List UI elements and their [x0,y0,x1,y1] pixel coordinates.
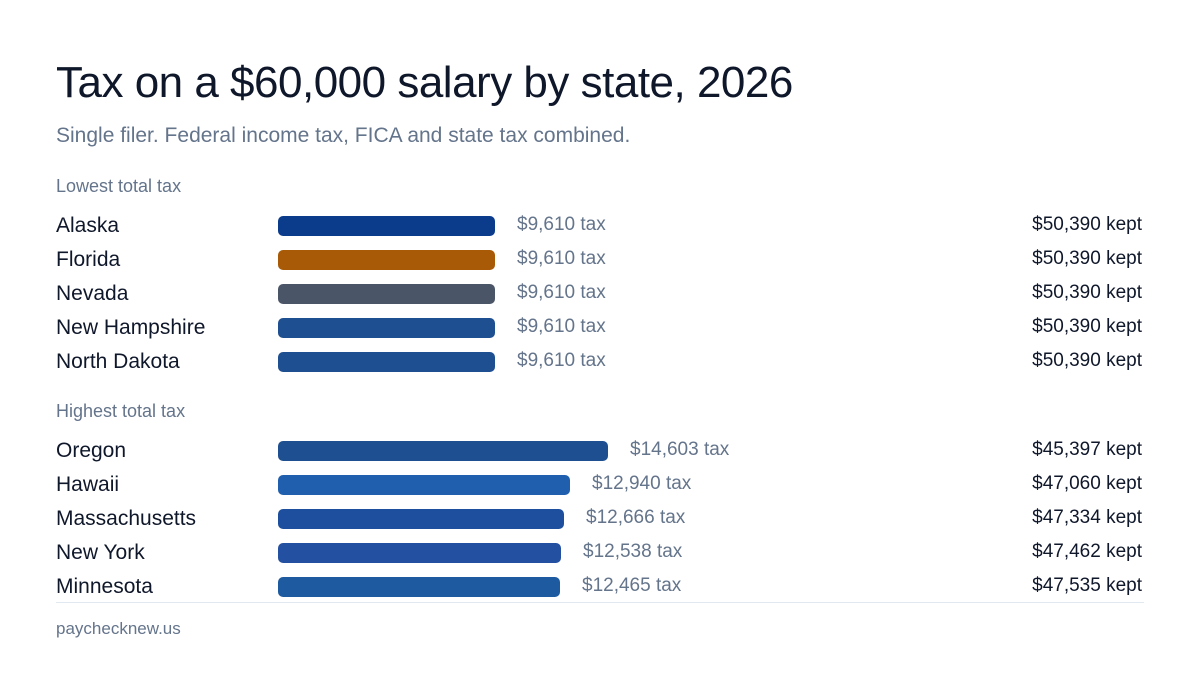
section-label: Highest total tax [56,401,186,421]
tax-value-label: $9,610 tax [517,316,606,337]
chart-subtitle: Single filer. Federal income tax, FICA a… [56,124,631,147]
chart-row: Florida $9,610 tax $50,390 kept [0,244,1200,278]
section-label: Lowest total tax [56,176,182,196]
kept-value-label: $50,390 kept [1032,282,1142,303]
kept-value-label: $47,334 kept [1032,507,1142,528]
chart-row: Oregon $14,603 tax $45,397 kept [0,435,1200,469]
tax-bar [278,284,495,304]
tax-value-label: $9,610 tax [517,214,606,235]
kept-value-label: $50,390 kept [1032,316,1142,337]
kept-value-label: $47,462 kept [1032,541,1142,562]
tax-value-label: $12,940 tax [592,473,692,494]
kept-value-label: $50,390 kept [1032,248,1142,269]
chart-row: Hawaii $12,940 tax $47,060 kept [0,469,1200,503]
state-label: Minnesota [56,575,153,598]
state-label: New Hampshire [56,316,206,339]
tax-bar [278,352,495,372]
state-label: Massachusetts [56,507,197,530]
state-label: New York [56,541,145,564]
tax-value-label: $9,610 tax [517,248,606,269]
tax-value-label: $14,603 tax [630,439,730,460]
tax-bar [278,250,495,270]
kept-value-label: $50,390 kept [1032,350,1142,371]
tax-value-label: $12,538 tax [583,541,683,562]
state-label: Florida [56,248,121,271]
tax-bar [278,216,495,236]
kept-value-label: $50,390 kept [1032,214,1142,235]
tax-bar [278,577,560,597]
state-label: Nevada [56,282,129,305]
chart-row: Alaska $9,610 tax $50,390 kept [0,210,1200,244]
state-label: Alaska [56,214,120,237]
tax-bar [278,441,608,461]
chart-row: Nevada $9,610 tax $50,390 kept [0,278,1200,312]
footer-divider [56,602,1144,603]
state-label: Oregon [56,439,127,462]
tax-bar [278,318,495,338]
chart-row: Minnesota $12,465 tax $47,535 kept [0,571,1200,605]
chart-row: Massachusetts $12,666 tax $47,334 kept [0,503,1200,537]
chart-row: North Dakota $9,610 tax $50,390 kept [0,346,1200,380]
chart-title: Tax on a $60,000 salary by state, 2026 [56,58,793,107]
tax-bar [278,475,570,495]
tax-value-label: $9,610 tax [517,350,606,371]
kept-value-label: $47,535 kept [1032,575,1142,596]
state-label: North Dakota [56,350,180,373]
chart-row: New York $12,538 tax $47,462 kept [0,537,1200,571]
kept-value-label: $45,397 kept [1032,439,1142,460]
state-label: Hawaii [56,473,120,496]
source-label: paychecknew.us [56,619,181,638]
tax-value-label: $12,465 tax [582,575,682,596]
tax-value-label: $12,666 tax [586,507,686,528]
chart-row: New Hampshire $9,610 tax $50,390 kept [0,312,1200,346]
kept-value-label: $47,060 kept [1032,473,1142,494]
tax-bar [278,543,561,563]
tax-bar [278,509,564,529]
tax-value-label: $9,610 tax [517,282,606,303]
